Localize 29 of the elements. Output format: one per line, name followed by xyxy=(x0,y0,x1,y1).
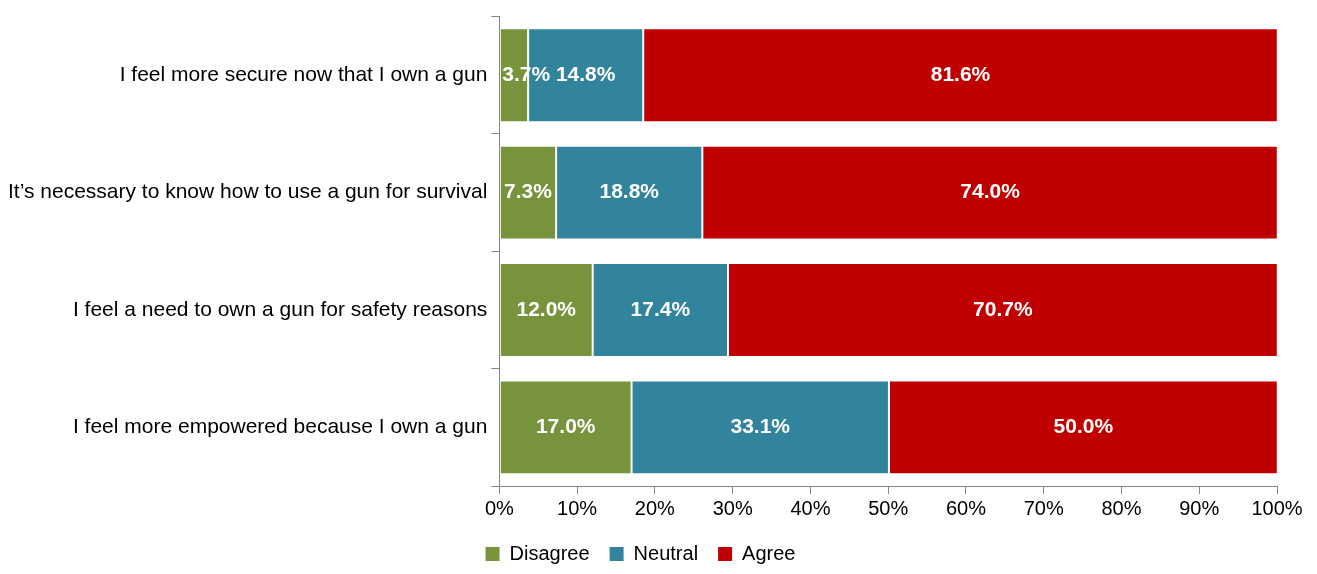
data-label: 18.8% xyxy=(599,179,660,203)
y-tick-label: I feel a need to own a gun for safety reasons xyxy=(72,296,488,320)
x-tick-label: 100% xyxy=(1251,496,1303,519)
x-tick-label: 70% xyxy=(1023,496,1064,519)
data-label: 12.0% xyxy=(516,296,577,320)
x-tick-label: 10% xyxy=(557,496,598,519)
data-label: 7.3% xyxy=(504,179,553,203)
y-tick-label: I feel more empowered because I own a gun xyxy=(72,414,488,438)
data-label: 14.8% xyxy=(555,62,616,86)
data-label: 74.0% xyxy=(960,179,1021,203)
data-label: 17.0% xyxy=(535,414,596,438)
y-tick-label: It’s necessary to know how to use a gun for survival xyxy=(7,179,488,203)
x-tick-label: 40% xyxy=(790,496,831,519)
legend-label: Disagree xyxy=(509,541,590,564)
x-tick-label: 80% xyxy=(1101,496,1142,519)
x-tick-label: 50% xyxy=(868,496,909,519)
x-tick-label: 90% xyxy=(1179,496,1220,519)
x-tick-label: 20% xyxy=(634,496,676,519)
x-tick-label: 0% xyxy=(484,496,515,519)
data-label: 70.7% xyxy=(973,296,1033,320)
y-tick-label: I feel more secure now that I own a gun xyxy=(119,62,488,86)
data-label: 81.6% xyxy=(930,62,991,86)
data-label: 50.0% xyxy=(1053,414,1114,438)
legend-label: Neutral xyxy=(633,541,699,564)
legend-label: Agree xyxy=(742,541,796,564)
x-tick-label: 30% xyxy=(712,496,753,519)
data-label: 17.4% xyxy=(630,296,691,320)
data-label: 33.1% xyxy=(730,414,791,438)
x-tick-label: 60% xyxy=(945,496,987,519)
